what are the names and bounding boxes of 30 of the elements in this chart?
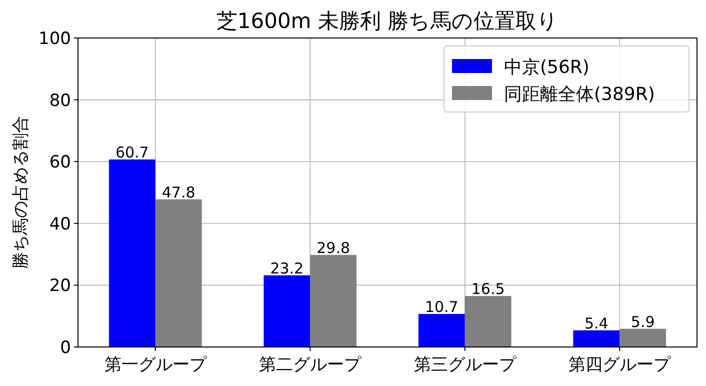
- y-tick-label: 0: [60, 338, 71, 358]
- data-label: 47.8: [162, 183, 196, 202]
- y-axis-title: 勝ち馬の占める割合: [11, 116, 31, 269]
- legend-label: 同距離全体(389R): [504, 84, 655, 105]
- y-tick-label: 60: [49, 152, 71, 173]
- x-tick-label: 第二グループ: [259, 355, 362, 375]
- y-tick-label: 100: [38, 29, 71, 49]
- bar: [310, 254, 357, 347]
- x-tick-label: 第三グループ: [414, 355, 517, 375]
- y-tick-label: 80: [49, 90, 71, 111]
- data-label: 10.7: [424, 298, 458, 316]
- bar: [418, 314, 465, 347]
- x-tick-label: 第四グループ: [568, 355, 672, 375]
- data-label: 60.7: [115, 143, 149, 162]
- data-label: 5.4: [584, 314, 608, 332]
- x-tick-label: 第一グループ: [104, 355, 208, 375]
- legend-label: 中京(56R): [504, 57, 590, 78]
- y-tick-label: 40: [49, 214, 71, 234]
- bar: [108, 159, 156, 347]
- y-tick-label: 20: [49, 276, 71, 296]
- bar: [573, 330, 620, 347]
- data-label: 23.2: [270, 259, 304, 278]
- data-label: 5.9: [630, 312, 655, 331]
- bar: [620, 328, 666, 347]
- bar: [264, 275, 310, 347]
- bar: [464, 296, 512, 347]
- data-label: 16.5: [471, 280, 505, 298]
- data-label: 29.8: [316, 238, 350, 257]
- chart-title: 芝1600m 未勝利 勝ち馬の位置取り: [216, 9, 559, 33]
- bar: [155, 199, 202, 347]
